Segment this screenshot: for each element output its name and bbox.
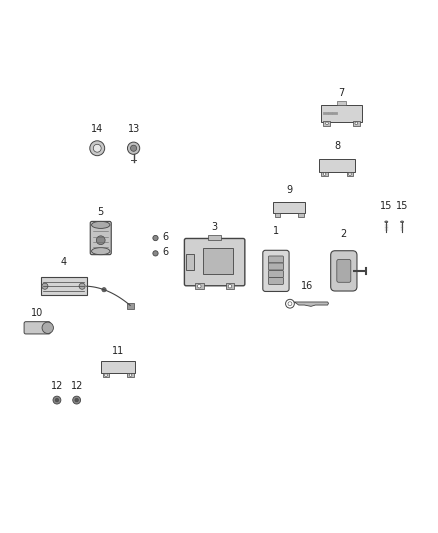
Circle shape [93,144,101,152]
Bar [298,213,304,216]
Circle shape [42,283,48,289]
FancyBboxPatch shape [268,256,283,263]
Circle shape [198,285,201,288]
Circle shape [129,374,132,376]
Text: 15: 15 [396,201,408,212]
Circle shape [75,398,78,402]
Circle shape [53,396,61,404]
Ellipse shape [385,221,388,223]
Bar [103,373,109,377]
Ellipse shape [92,248,110,255]
Text: 13: 13 [127,124,140,134]
Text: 11: 11 [112,345,124,356]
Text: 6: 6 [162,247,169,257]
FancyBboxPatch shape [263,251,289,292]
Circle shape [127,142,140,155]
Bar [275,213,280,216]
Circle shape [228,285,232,288]
FancyBboxPatch shape [268,278,283,285]
Bar [195,283,204,289]
Text: 12: 12 [71,381,83,391]
Ellipse shape [400,221,404,223]
Bar [127,303,134,309]
Text: 12: 12 [51,381,63,391]
FancyBboxPatch shape [184,238,245,286]
Bar [353,120,360,126]
Bar [186,254,194,270]
Text: 1: 1 [273,227,279,237]
Bar [203,248,233,274]
Circle shape [96,236,105,245]
Circle shape [355,122,357,125]
Text: 9: 9 [286,185,292,195]
Bar [321,172,328,176]
FancyBboxPatch shape [24,322,50,334]
Bar [226,283,234,289]
Text: 16: 16 [300,281,313,291]
Bar [323,120,330,126]
Ellipse shape [92,221,110,229]
Circle shape [79,283,85,289]
Bar [101,361,135,374]
Text: 2: 2 [341,229,347,239]
Bar [337,101,346,105]
Circle shape [55,398,59,402]
Text: 3: 3 [212,222,218,232]
PathPatch shape [294,302,328,306]
FancyBboxPatch shape [90,221,111,255]
Bar [40,277,86,295]
Circle shape [102,287,106,292]
FancyBboxPatch shape [331,251,357,291]
Bar [319,159,355,172]
FancyBboxPatch shape [337,260,351,282]
Text: 8: 8 [334,141,340,151]
Bar [347,172,353,176]
Bar [208,235,221,240]
Circle shape [326,122,328,125]
Circle shape [153,236,158,241]
Text: 5: 5 [98,207,104,217]
Bar [127,373,134,377]
Circle shape [153,251,158,256]
Circle shape [349,173,351,175]
Text: 7: 7 [339,88,345,99]
Bar [273,201,305,213]
Bar [321,105,363,122]
Circle shape [73,396,81,404]
Circle shape [131,145,137,151]
Text: 6: 6 [162,232,169,242]
FancyBboxPatch shape [268,270,283,278]
Text: 15: 15 [380,201,392,212]
Ellipse shape [42,322,53,334]
Text: 4: 4 [60,257,67,267]
FancyBboxPatch shape [268,263,283,270]
Circle shape [105,374,107,376]
Circle shape [323,173,326,175]
Text: 14: 14 [91,124,103,134]
Text: 10: 10 [31,309,43,318]
Circle shape [90,141,105,156]
